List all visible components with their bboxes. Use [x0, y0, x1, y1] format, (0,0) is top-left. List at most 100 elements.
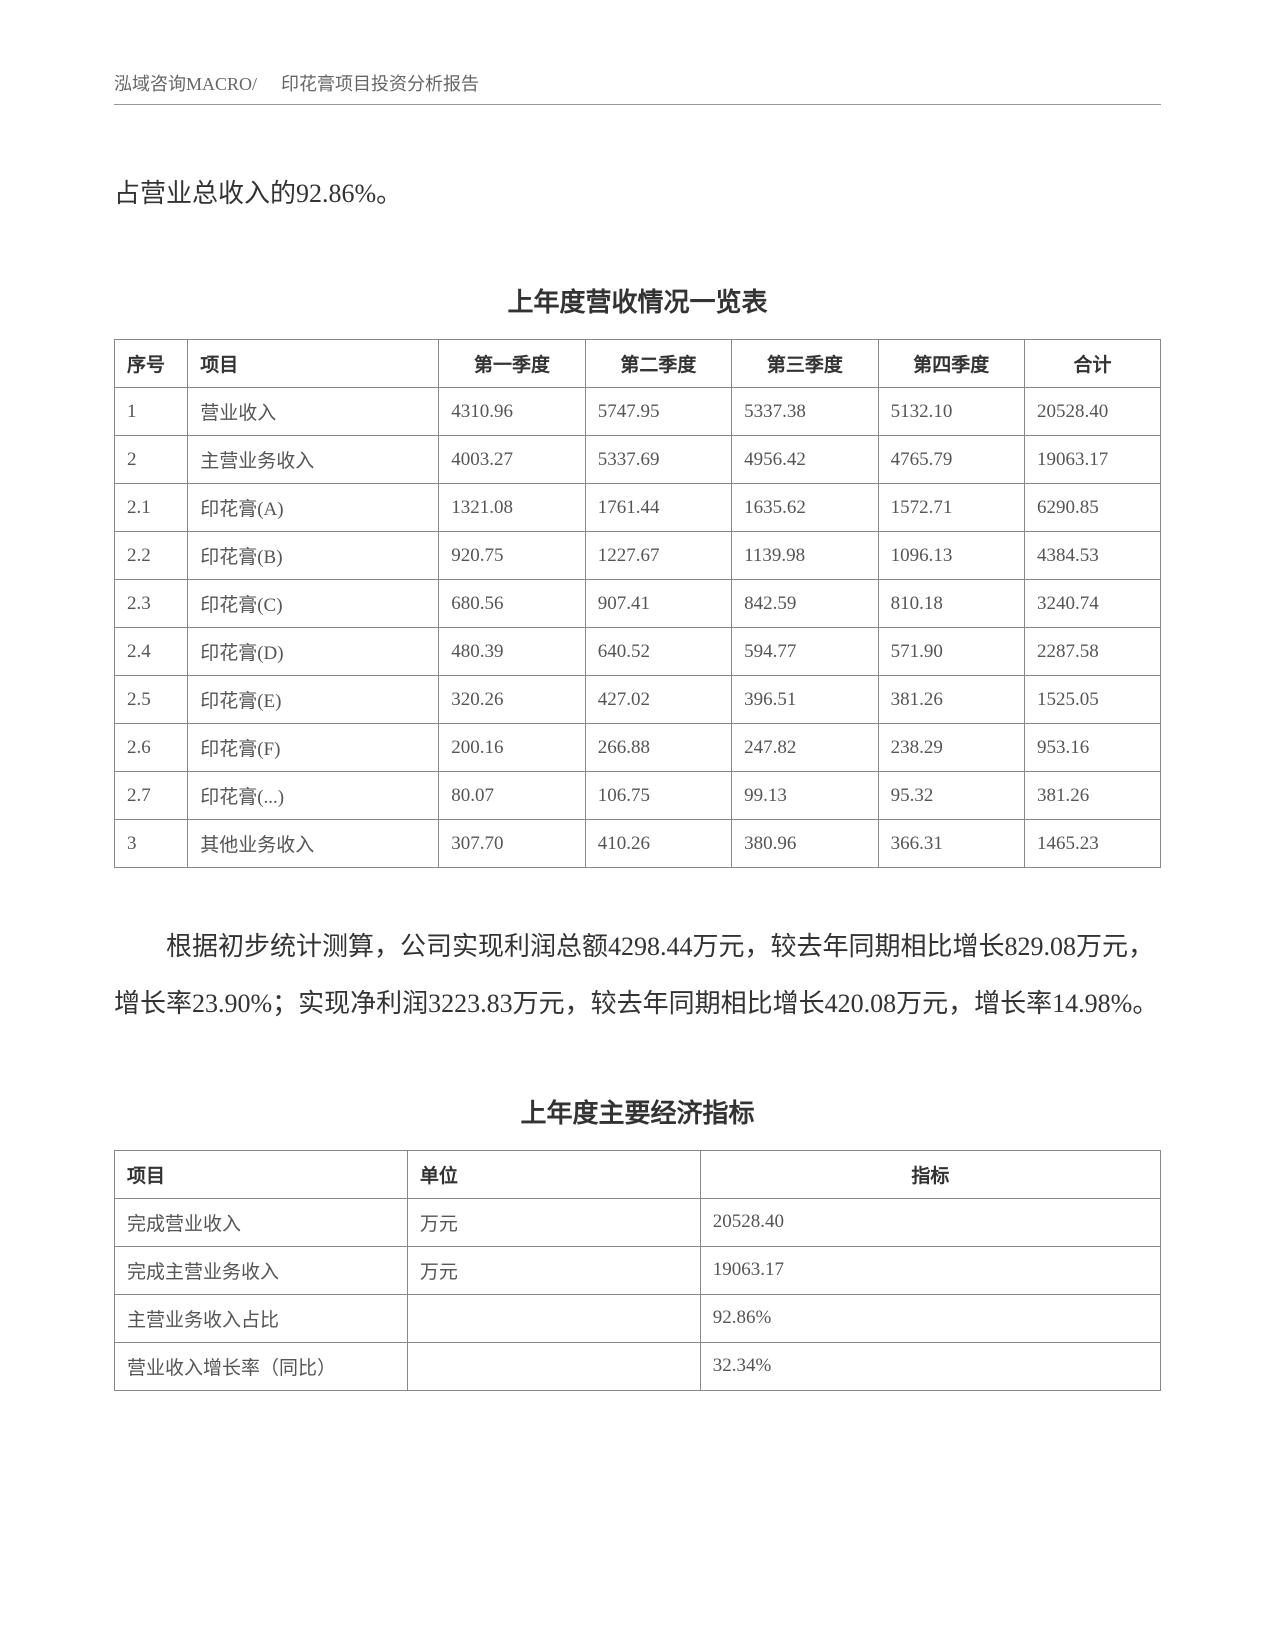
- table-cell: 266.88: [585, 724, 731, 772]
- table-cell: 2.5: [115, 676, 188, 724]
- table-cell: 366.31: [878, 820, 1024, 868]
- table-row: 主营业务收入占比 92.86%: [115, 1294, 1161, 1342]
- table2-title: 上年度主要经济指标: [114, 1093, 1161, 1130]
- table-cell: 842.59: [732, 580, 878, 628]
- col-q3: 第三季度: [732, 340, 878, 388]
- table-cell: 万元: [407, 1246, 700, 1294]
- table-cell: 1096.13: [878, 532, 1024, 580]
- table-row: 2.2印花膏(B)920.751227.671139.981096.134384…: [115, 532, 1161, 580]
- table-cell: 32.34%: [700, 1342, 1160, 1390]
- table-cell: 2.1: [115, 484, 188, 532]
- table-cell: 396.51: [732, 676, 878, 724]
- table-cell: 953.16: [1025, 724, 1161, 772]
- table-cell: 其他业务收入: [188, 820, 439, 868]
- table-cell: 印花膏(C): [188, 580, 439, 628]
- table-cell: 410.26: [585, 820, 731, 868]
- document-header: 泓域咨询MACRO/ 印花膏项目投资分析报告: [114, 70, 1161, 105]
- table-cell: 92.86%: [700, 1294, 1160, 1342]
- col-q4: 第四季度: [878, 340, 1024, 388]
- table-cell: 主营业务收入占比: [115, 1294, 408, 1342]
- table-cell: 3240.74: [1025, 580, 1161, 628]
- table-cell: 营业收入: [188, 388, 439, 436]
- table-cell: 320.26: [439, 676, 585, 724]
- table-cell: 2.2: [115, 532, 188, 580]
- table-cell: 80.07: [439, 772, 585, 820]
- table-cell: 2.7: [115, 772, 188, 820]
- col-q1: 第一季度: [439, 340, 585, 388]
- table2-body: 完成营业收入万元20528.40完成主营业务收入万元19063.17主营业务收入…: [115, 1198, 1161, 1390]
- table-row: 2.4印花膏(D)480.39640.52594.77571.902287.58: [115, 628, 1161, 676]
- table-cell: 594.77: [732, 628, 878, 676]
- table-cell: 印花膏(D): [188, 628, 439, 676]
- table-cell: 1761.44: [585, 484, 731, 532]
- table-cell: 2.4: [115, 628, 188, 676]
- table-header-row: 项目 单位 指标: [115, 1150, 1161, 1198]
- col-q2: 第二季度: [585, 340, 731, 388]
- table-row: 营业收入增长率（同比）32.34%: [115, 1342, 1161, 1390]
- table-row: 2.3印花膏(C)680.56907.41842.59810.183240.74: [115, 580, 1161, 628]
- table-cell: 571.90: [878, 628, 1024, 676]
- table-cell: 1: [115, 388, 188, 436]
- col-total: 合计: [1025, 340, 1161, 388]
- table-cell: 5337.69: [585, 436, 731, 484]
- col-indicator: 指标: [700, 1150, 1160, 1198]
- table-row: 3其他业务收入307.70410.26380.96366.311465.23: [115, 820, 1161, 868]
- table-cell: 106.75: [585, 772, 731, 820]
- table-cell: 200.16: [439, 724, 585, 772]
- table-cell: 95.32: [878, 772, 1024, 820]
- table-cell: 万元: [407, 1198, 700, 1246]
- col-project: 项目: [115, 1150, 408, 1198]
- table-cell: 主营业务收入: [188, 436, 439, 484]
- table-cell: 1525.05: [1025, 676, 1161, 724]
- table-cell: 4956.42: [732, 436, 878, 484]
- table-cell: 印花膏(...): [188, 772, 439, 820]
- table-cell: 2.6: [115, 724, 188, 772]
- table-cell: 1572.71: [878, 484, 1024, 532]
- table-row: 1营业收入4310.965747.955337.385132.1020528.4…: [115, 388, 1161, 436]
- table-cell: 完成营业收入: [115, 1198, 408, 1246]
- economic-indicator-table: 项目 单位 指标 完成营业收入万元20528.40完成主营业务收入万元19063…: [114, 1150, 1161, 1391]
- table1-title: 上年度营收情况一览表: [114, 282, 1161, 319]
- table-cell: 5132.10: [878, 388, 1024, 436]
- table-cell: 19063.17: [700, 1246, 1160, 1294]
- table-cell: 2: [115, 436, 188, 484]
- table-cell: 381.26: [1025, 772, 1161, 820]
- table-cell: 238.29: [878, 724, 1024, 772]
- table-cell: 20528.40: [1025, 388, 1161, 436]
- table-cell: 20528.40: [700, 1198, 1160, 1246]
- table1-body: 1营业收入4310.965747.955337.385132.1020528.4…: [115, 388, 1161, 868]
- table-cell: 2287.58: [1025, 628, 1161, 676]
- table-row: 2.7印花膏(...)80.07106.7599.1395.32381.26: [115, 772, 1161, 820]
- table-row: 2.5印花膏(E)320.26427.02396.51381.261525.05: [115, 676, 1161, 724]
- table-cell: 19063.17: [1025, 436, 1161, 484]
- col-seq: 序号: [115, 340, 188, 388]
- table-cell: 4765.79: [878, 436, 1024, 484]
- table-cell: 907.41: [585, 580, 731, 628]
- table-cell: 680.56: [439, 580, 585, 628]
- table-row: 2.6印花膏(F)200.16266.88247.82238.29953.16: [115, 724, 1161, 772]
- page-container: 泓域咨询MACRO/ 印花膏项目投资分析报告 占营业总收入的92.86%。 上年…: [0, 0, 1275, 1481]
- table-cell: 381.26: [878, 676, 1024, 724]
- table-cell: 1227.67: [585, 532, 731, 580]
- table-header-row: 序号 项目 第一季度 第二季度 第三季度 第四季度 合计: [115, 340, 1161, 388]
- table-row: 完成营业收入万元20528.40: [115, 1198, 1161, 1246]
- table-cell: 307.70: [439, 820, 585, 868]
- table-cell: 完成主营业务收入: [115, 1246, 408, 1294]
- table-cell: 1465.23: [1025, 820, 1161, 868]
- table-cell: 5337.38: [732, 388, 878, 436]
- table-cell: 4310.96: [439, 388, 585, 436]
- table-cell: 1139.98: [732, 532, 878, 580]
- table-cell: 480.39: [439, 628, 585, 676]
- col-unit: 单位: [407, 1150, 700, 1198]
- table-cell: 6290.85: [1025, 484, 1161, 532]
- table-cell: 4003.27: [439, 436, 585, 484]
- table-row: 2.1印花膏(A)1321.081761.441635.621572.71629…: [115, 484, 1161, 532]
- table-cell: [407, 1342, 700, 1390]
- intro-paragraph: 占营业总收入的92.86%。: [114, 165, 1161, 222]
- table-cell: 247.82: [732, 724, 878, 772]
- table-cell: 427.02: [585, 676, 731, 724]
- table-cell: 2.3: [115, 580, 188, 628]
- header-doc-title: 印花膏项目投资分析报告: [281, 70, 479, 96]
- table-cell: 810.18: [878, 580, 1024, 628]
- table-cell: 1635.62: [732, 484, 878, 532]
